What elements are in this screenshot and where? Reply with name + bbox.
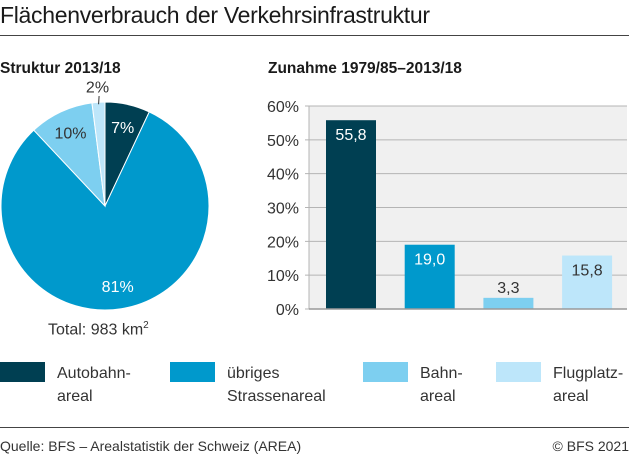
y-tick-label: 20% xyxy=(267,234,299,251)
pie-slice-2 xyxy=(0,111,210,311)
bar-3 xyxy=(483,297,534,309)
legend-swatch xyxy=(170,362,215,382)
bar-4 xyxy=(562,255,613,309)
pie-label: 2% xyxy=(86,80,109,97)
pie-total-sup: 2 xyxy=(143,320,149,331)
pie-label: 81% xyxy=(102,279,134,296)
title-divider xyxy=(0,35,629,36)
y-tick-label: 60% xyxy=(267,99,299,116)
pie-label: 10% xyxy=(54,126,86,143)
legend-swatch xyxy=(363,362,408,382)
bar-value-label: 15,8 xyxy=(572,263,603,280)
legend-swatch xyxy=(496,362,541,382)
legend-label: Bahn-areal xyxy=(420,365,463,405)
pie-total-text: Total: 983 km xyxy=(48,321,144,339)
charts-svg: 7% 81% 10% 2% 0% 10% 20% 30% 40% 50% 60% 55,8 19,0 3,… xyxy=(0,80,627,319)
bar-value-label: 55,8 xyxy=(335,127,366,144)
bar-2 xyxy=(404,244,455,309)
y-tick-label: 30% xyxy=(267,201,299,218)
bar-value-label: 3,3 xyxy=(497,280,519,297)
pie-title: Struktur 2013/18 xyxy=(0,60,121,77)
y-tick-label: 50% xyxy=(267,133,299,150)
footer-source: Quelle: BFS – Arealstatistik der Schweiz… xyxy=(0,438,302,454)
footer-copyright: © BFS 2021 xyxy=(552,438,629,454)
bar-title: Zunahme 1979/85–2013/18 xyxy=(268,60,462,77)
y-tick-label: 0% xyxy=(276,302,299,319)
y-tick-label: 40% xyxy=(267,167,299,184)
legend-label: Flugplatz-areal xyxy=(553,365,624,405)
bar-value-label: 19,0 xyxy=(414,252,445,269)
footer-divider xyxy=(0,427,629,428)
pie-label: 7% xyxy=(111,120,134,137)
legend-label: Autobahn-areal xyxy=(57,365,131,405)
legend-swatch xyxy=(0,362,45,382)
bar-1 xyxy=(326,120,376,310)
chart-title: Flächenverbrauch der Verkehrsinfrastrukt… xyxy=(0,2,430,28)
legend-label: übriges Strassenareal xyxy=(227,365,326,405)
y-tick-label: 10% xyxy=(267,268,299,285)
pie-total: Total: 983 km2 xyxy=(48,320,149,339)
